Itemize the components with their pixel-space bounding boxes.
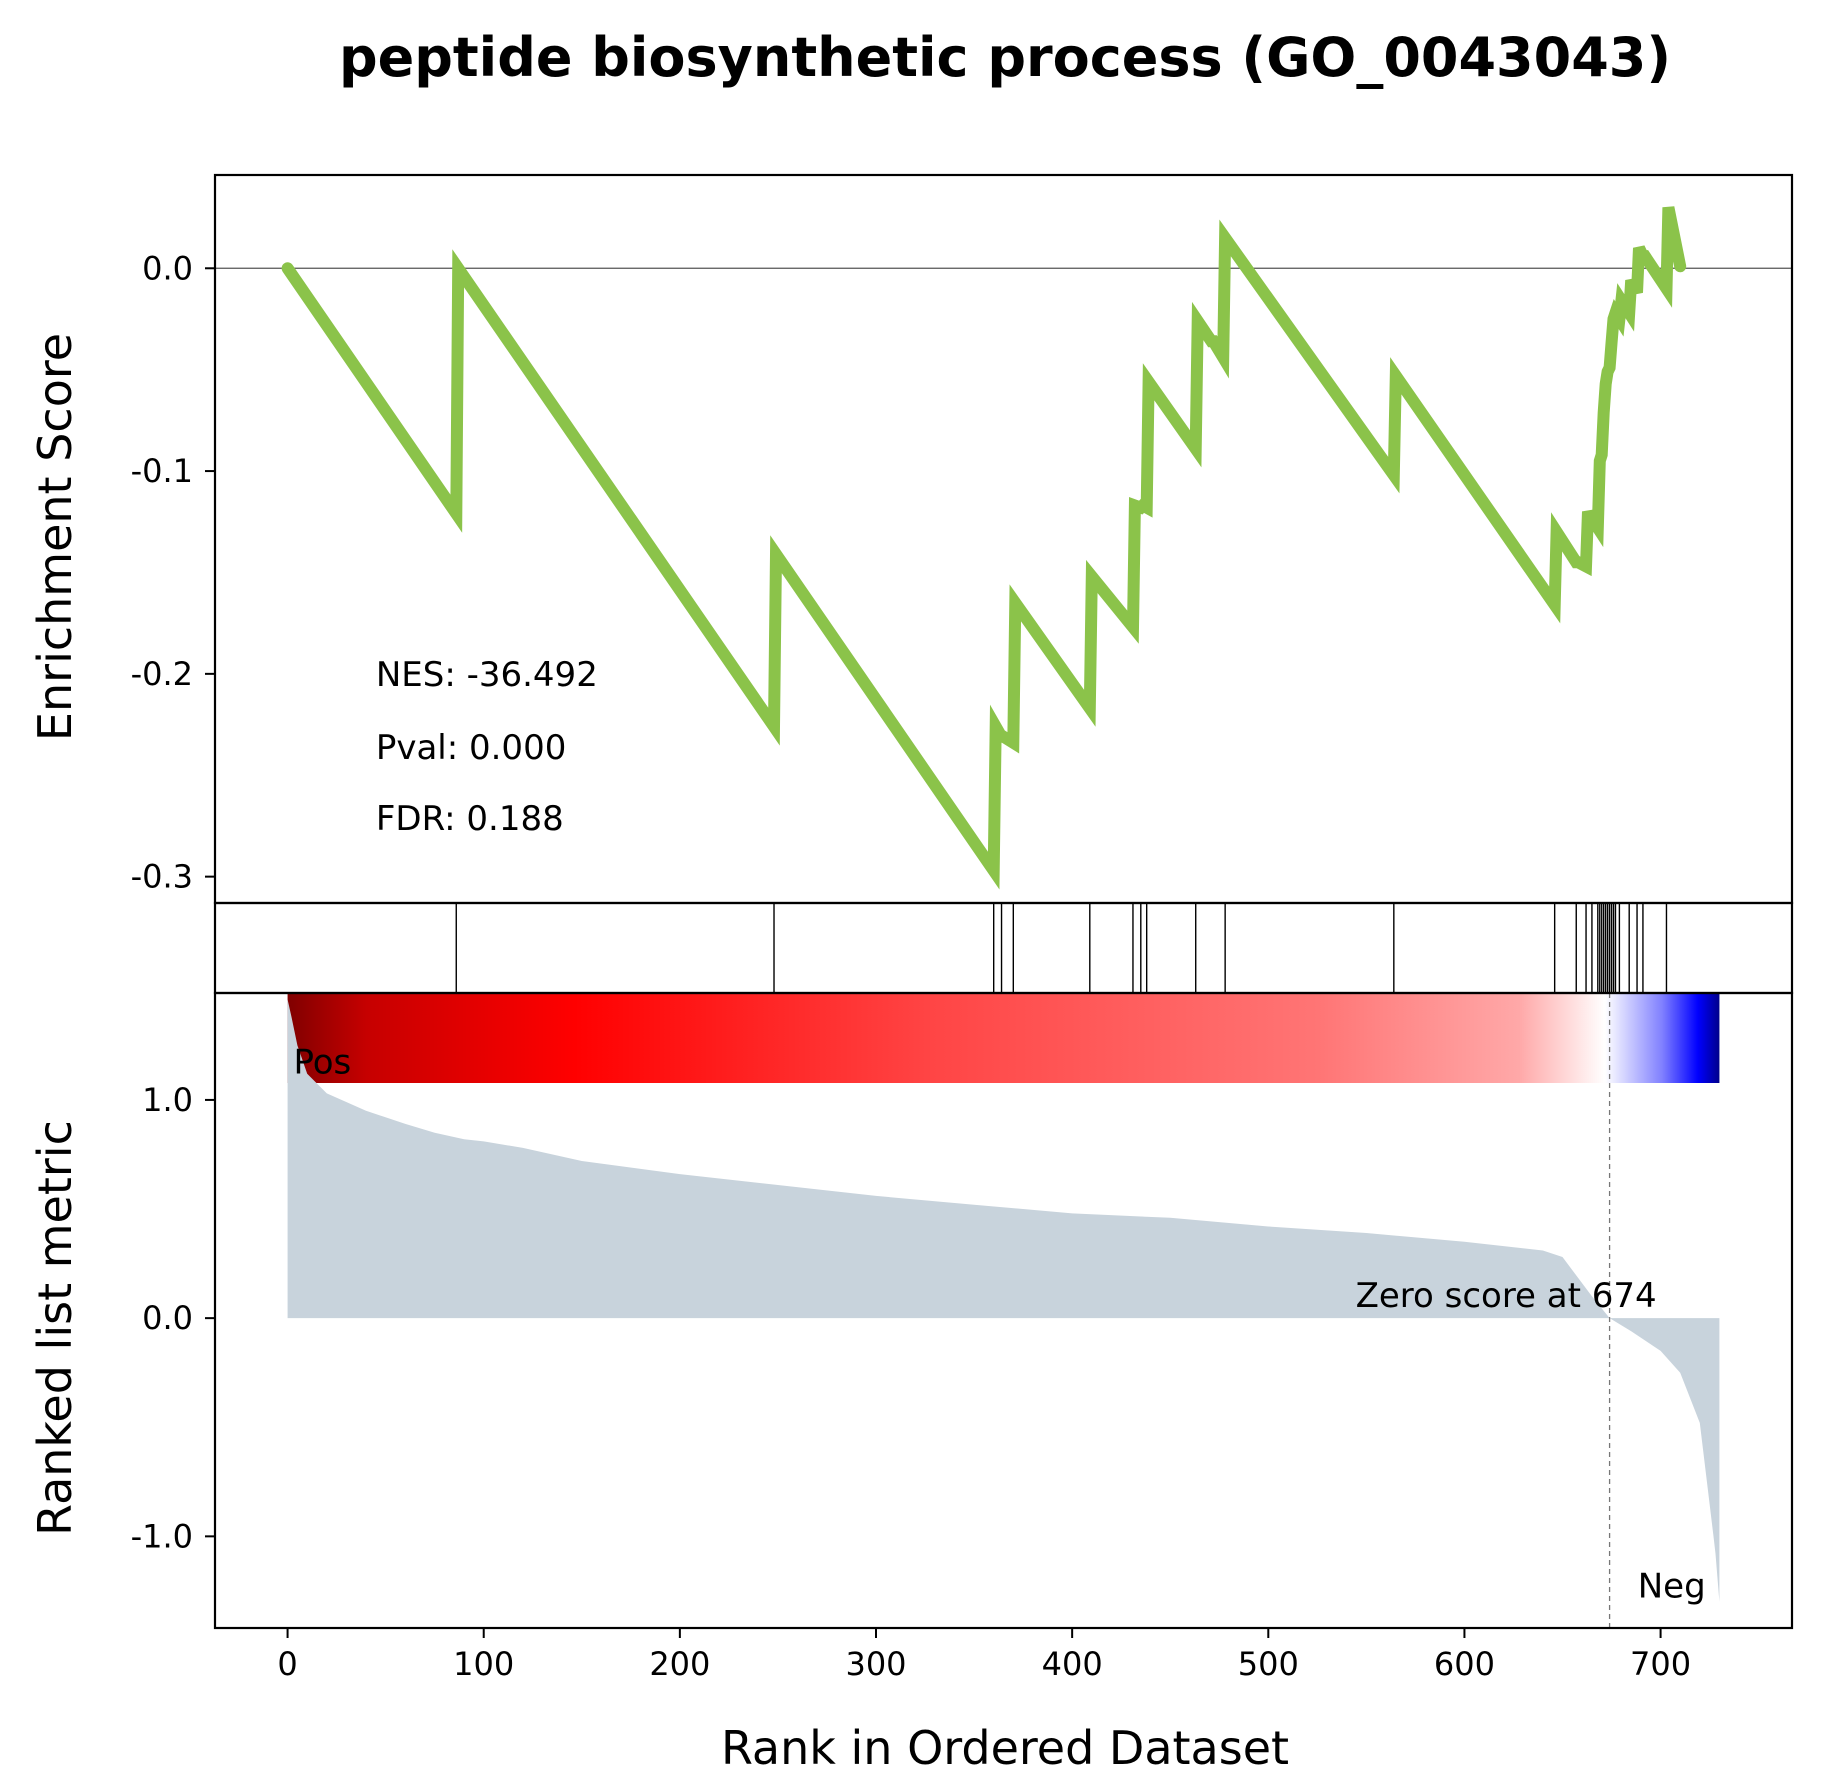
enrichment-y-axis-label: Enrichment Score bbox=[28, 333, 82, 741]
x-tick-label: 0 bbox=[277, 1645, 297, 1683]
x-axis-label: Rank in Ordered Dataset bbox=[721, 1721, 1289, 1775]
x-tick-label: 400 bbox=[1042, 1645, 1103, 1683]
ranked-frame bbox=[213, 991, 1794, 1630]
neg-label: Neg bbox=[1638, 1566, 1706, 1606]
zero-score-label: Zero score at 674 bbox=[1356, 1276, 1657, 1316]
y-tick-label: -0.1 bbox=[131, 452, 193, 490]
enrichment-y-ticks: 0.0 -0.1 -0.2 -0.3 bbox=[131, 249, 215, 896]
y-tick-label: 1.0 bbox=[142, 1081, 193, 1119]
y-tick-label: -0.3 bbox=[131, 858, 193, 896]
enrichment-panel: NES: -36.492 Pval: 0.000 FDR: 0.188 0.0 -0.… bbox=[28, 206, 1792, 896]
ranked-y-ticks: 1.0 0.0 -1.0 bbox=[131, 1081, 215, 1555]
ranked-panel: Zero score at 674 Pos Neg 1.0 0.0 -1.0 Ran… bbox=[28, 993, 1720, 1628]
stats-annotations: NES: -36.492 Pval: 0.000 FDR: 0.188 bbox=[376, 655, 598, 839]
pos-label: Pos bbox=[293, 1043, 351, 1083]
chart-title: peptide biosynthetic process (GO_0043043… bbox=[339, 26, 1671, 89]
y-tick-label: -1.0 bbox=[131, 1517, 193, 1555]
ranked-y-axis-label: Ranked list metric bbox=[28, 1120, 82, 1536]
gene-hit-markers bbox=[455, 903, 1668, 993]
y-tick-label: 0.0 bbox=[142, 249, 193, 287]
ranked-metric-area bbox=[287, 999, 1720, 1602]
stat-annotation: Pval: 0.000 bbox=[376, 728, 567, 768]
y-tick-label: 0.0 bbox=[142, 1299, 193, 1337]
x-tick-label: 500 bbox=[1238, 1645, 1299, 1683]
x-tick-label: 200 bbox=[649, 1645, 710, 1683]
x-tick-label: 300 bbox=[845, 1645, 906, 1683]
y-tick-label: -0.2 bbox=[131, 655, 193, 693]
enrichment-score-line bbox=[281, 206, 1687, 890]
x-tick-label: 600 bbox=[1434, 1645, 1495, 1683]
x-tick-label: 100 bbox=[453, 1645, 514, 1683]
stat-annotation: FDR: 0.188 bbox=[376, 799, 564, 839]
x-axis-ticks: 0 100 200 300 400 500 600 700 bbox=[277, 1628, 1691, 1683]
ranked-heatmap-bar bbox=[287, 993, 1720, 1083]
hits-panel bbox=[455, 903, 1668, 993]
hits-frame bbox=[213, 901, 1794, 995]
stat-annotation: NES: -36.492 bbox=[376, 655, 598, 695]
x-tick-label: 700 bbox=[1630, 1645, 1691, 1683]
